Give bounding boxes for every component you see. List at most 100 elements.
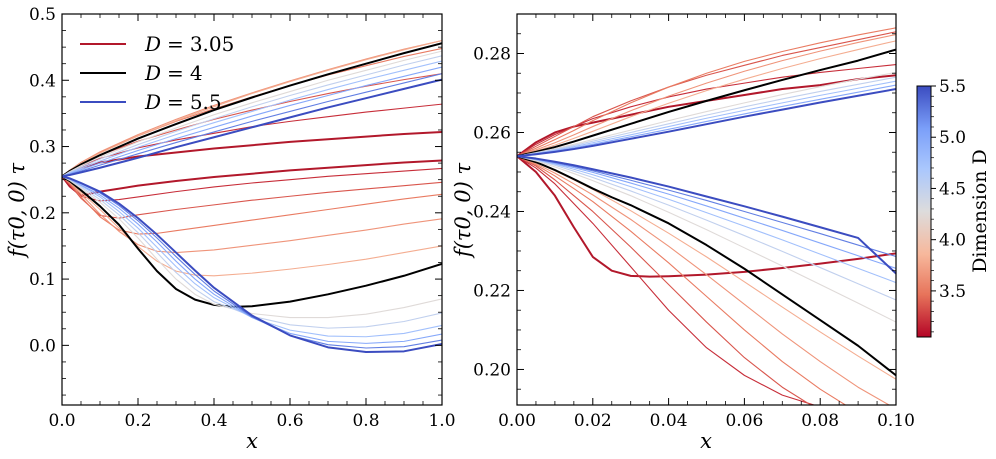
left-series-9 — [62, 60, 442, 177]
legend-var-d305: D — [144, 32, 161, 56]
left-xtick-label: 0.6 — [276, 411, 303, 431]
right-panel: 0.00 0.02 0.04 0.06 0.08 0.10 0.20 0.22 0.24 0.26… — [451, 13, 915, 453]
right-y-axis-label: f(τ0, 0) τ — [451, 163, 475, 260]
left-series-8 — [62, 55, 442, 177]
right-series-24 — [517, 155, 896, 275]
left-ytick-label: 0.2 — [29, 204, 56, 224]
left-series-2 — [62, 73, 442, 177]
left-series-11 — [62, 73, 442, 177]
left-ytick-label: 0.0 — [29, 336, 56, 356]
right-x-axis-label: x — [700, 429, 712, 453]
right-series-1 — [517, 64, 896, 157]
left-xtick-label: 0.0 — [48, 411, 75, 431]
right-series-18 — [517, 155, 896, 377]
right-series-4 — [517, 33, 896, 157]
left-ytick-label: 0.4 — [29, 71, 56, 91]
colorbar-ticks: 3.5 4.0 4.5 5.0 5.5 — [931, 77, 966, 333]
colorbar-label: Dimension D — [969, 149, 991, 273]
right-series-7 — [517, 71, 896, 157]
right-xtick-label: 0.08 — [801, 411, 839, 431]
left-series-22 — [62, 175, 442, 338]
left-xtick-label: 0.8 — [352, 411, 379, 431]
legend-label-d4: D = 4 — [144, 61, 203, 85]
legend: D = 3.05 D = 4 D = 5.5 — [80, 32, 234, 114]
right-series-13 — [517, 155, 816, 405]
legend-value-d4: 4 — [190, 61, 203, 85]
right-ytick-label: 0.22 — [473, 281, 511, 301]
left-series-6 — [62, 42, 442, 178]
right-series-5 — [517, 40, 896, 157]
left-series-16 — [62, 175, 442, 235]
right-series-8 — [517, 76, 896, 157]
right-ticks: 0.00 0.02 0.04 0.06 0.08 0.10 0.20 0.22 0.24 0.26… — [473, 13, 915, 431]
colorbar-tick-label: 4.0 — [939, 231, 966, 251]
colorbar-tick-label: 3.5 — [939, 282, 966, 302]
left-ticks: 0.0 0.2 0.4 0.6 0.8 1.0 0.0 0.1 0.2 0.3 0.4 0.5 — [29, 5, 456, 431]
left-panel: 0.0 0.2 0.4 0.6 0.8 1.0 0.0 0.1 0.2 0.3 0.4 0.5 x f… — [5, 5, 456, 453]
right-series-17 — [517, 155, 896, 380]
left-xtick-label: 0.4 — [200, 411, 227, 431]
legend-var-d4: D — [144, 61, 161, 85]
left-xtick-label: 0.2 — [124, 411, 151, 431]
right-series-20 — [517, 155, 896, 301]
left-x-axis-label: x — [246, 429, 258, 453]
colorbar: 3.5 4.0 4.5 5.0 5.5 Dimension D — [916, 77, 991, 338]
left-series-19 — [62, 175, 442, 308]
legend-value-d55: 5.5 — [190, 90, 222, 114]
right-series-21 — [517, 155, 896, 284]
right-xtick-label: 0.00 — [498, 411, 536, 431]
left-series-25 — [62, 175, 442, 353]
right-series-14 — [517, 155, 812, 405]
left-series-4 — [62, 39, 442, 177]
right-xtick-label: 0.10 — [877, 411, 915, 431]
left-series-18 — [62, 175, 442, 277]
left-series-13 — [62, 159, 442, 197]
right-series-9 — [517, 80, 896, 157]
legend-label-d305: D = 3.05 — [144, 32, 234, 56]
right-series-16 — [517, 155, 891, 405]
colorbar-tick-label: 5.0 — [939, 128, 966, 148]
left-ytick-label: 0.5 — [29, 5, 56, 25]
right-xtick-label: 0.04 — [650, 411, 688, 431]
legend-var-d55: D — [144, 90, 161, 114]
right-ytick-label: 0.20 — [473, 360, 511, 380]
right-ytick-label: 0.24 — [473, 202, 511, 222]
right-series-11 — [517, 88, 896, 158]
left-series-1 — [62, 103, 442, 177]
right-series-19 — [517, 155, 896, 323]
left-ytick-label: 0.3 — [29, 138, 56, 158]
right-series-12 — [517, 155, 896, 278]
right-series-0 — [517, 74, 896, 158]
left-series-0 — [62, 130, 442, 178]
left-series-24 — [62, 175, 442, 349]
colorbar-tick-label: 5.5 — [939, 77, 966, 97]
left-series-21 — [62, 175, 442, 329]
left-xtick-label: 1.0 — [428, 411, 455, 431]
colorbar-gradient — [916, 85, 932, 338]
legend-eq-d55: = — [167, 90, 184, 114]
legend-value-d305: 3.05 — [190, 32, 235, 56]
colorbar-tick-label: 4.5 — [939, 179, 966, 199]
left-series-10 — [62, 66, 442, 177]
left-series-15 — [62, 175, 442, 219]
left-series-23 — [62, 175, 442, 344]
left-ytick-label: 0.1 — [29, 270, 56, 290]
left-series-5 — [62, 39, 442, 177]
left-series-group — [62, 39, 442, 353]
right-ytick-label: 0.26 — [473, 123, 511, 143]
right-series-group — [517, 27, 896, 405]
right-series-6 — [517, 48, 896, 158]
right-xtick-label: 0.02 — [574, 411, 612, 431]
left-series-20 — [62, 175, 442, 319]
right-ytick-label: 0.28 — [473, 44, 511, 64]
legend-eq-d305: = — [167, 32, 184, 56]
right-series-3 — [517, 27, 896, 157]
right-xtick-label: 0.06 — [725, 411, 763, 431]
left-series-7 — [62, 50, 442, 177]
right-series-22 — [517, 155, 896, 269]
right-plot-frame — [516, 13, 897, 406]
legend-eq-d4: = — [167, 61, 184, 85]
right-series-15 — [517, 155, 847, 405]
left-series-12 — [62, 78, 442, 178]
